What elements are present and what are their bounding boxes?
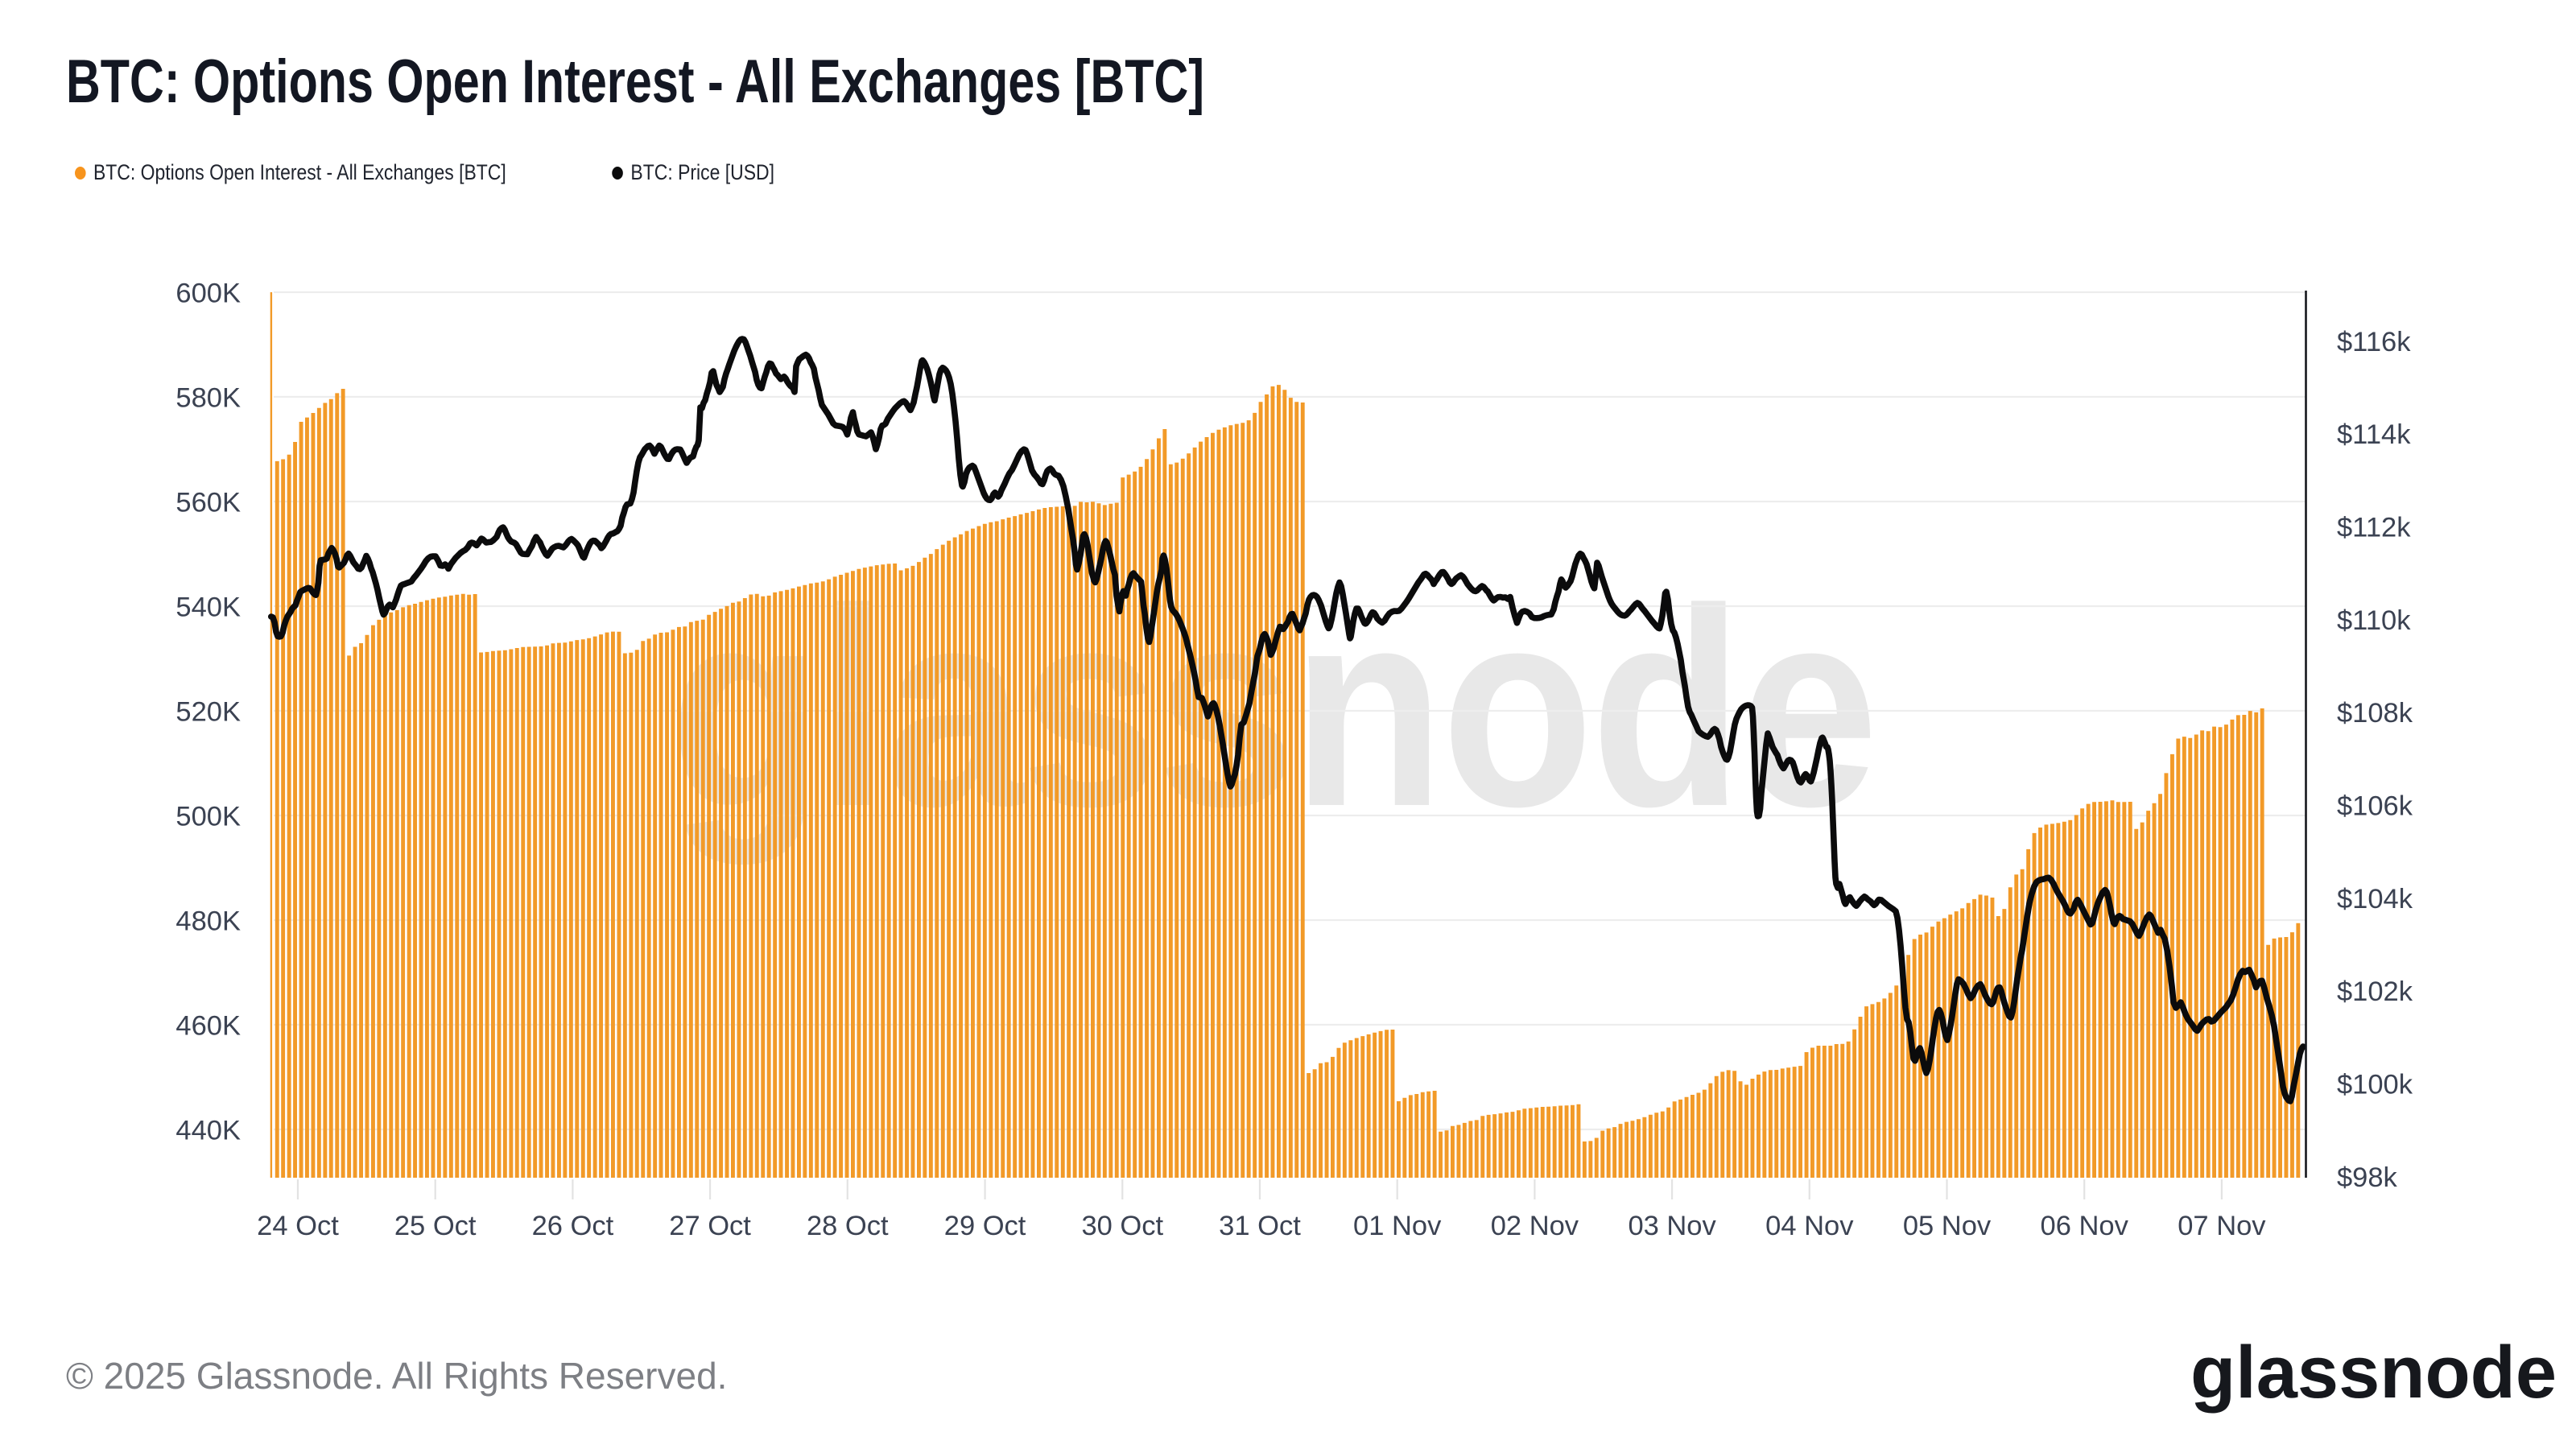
- svg-text:500K: 500K: [175, 802, 241, 832]
- svg-text:480K: 480K: [175, 906, 241, 937]
- svg-text:$116k: $116k: [2337, 327, 2411, 357]
- svg-text:05 Nov: 05 Nov: [1903, 1211, 1992, 1241]
- svg-text:$108k: $108k: [2337, 698, 2413, 729]
- svg-text:460K: 460K: [175, 1011, 241, 1042]
- svg-text:30 Oct: 30 Oct: [1081, 1211, 1163, 1241]
- svg-text:$106k: $106k: [2337, 791, 2413, 822]
- svg-text:31 Oct: 31 Oct: [1219, 1211, 1301, 1241]
- svg-text:27 Oct: 27 Oct: [669, 1211, 751, 1241]
- svg-text:04 Nov: 04 Nov: [1765, 1211, 1854, 1241]
- svg-text:$102k: $102k: [2337, 976, 2413, 1007]
- svg-text:520K: 520K: [175, 697, 241, 728]
- svg-text:600K: 600K: [175, 279, 241, 309]
- svg-text:$98k: $98k: [2337, 1162, 2398, 1193]
- svg-text:01 Nov: 01 Nov: [1353, 1211, 1442, 1241]
- svg-text:$112k: $112k: [2337, 513, 2411, 543]
- svg-text:28 Oct: 28 Oct: [807, 1211, 889, 1241]
- svg-text:26 Oct: 26 Oct: [532, 1211, 614, 1241]
- svg-text:580K: 580K: [175, 383, 241, 414]
- svg-text:$114k: $114k: [2337, 419, 2411, 450]
- svg-text:560K: 560K: [175, 488, 241, 518]
- svg-text:24 Oct: 24 Oct: [257, 1211, 339, 1241]
- svg-text:02 Nov: 02 Nov: [1491, 1211, 1579, 1241]
- svg-text:07 Nov: 07 Nov: [2178, 1211, 2266, 1241]
- svg-text:03 Nov: 03 Nov: [1628, 1211, 1716, 1241]
- svg-text:06 Nov: 06 Nov: [2041, 1211, 2129, 1241]
- svg-text:25 Oct: 25 Oct: [394, 1211, 477, 1241]
- svg-text:540K: 540K: [175, 592, 241, 623]
- svg-text:$110k: $110k: [2337, 605, 2411, 636]
- svg-text:$100k: $100k: [2337, 1070, 2413, 1100]
- svg-text:29 Oct: 29 Oct: [944, 1211, 1026, 1241]
- svg-text:$104k: $104k: [2337, 884, 2413, 914]
- svg-text:440K: 440K: [175, 1116, 241, 1146]
